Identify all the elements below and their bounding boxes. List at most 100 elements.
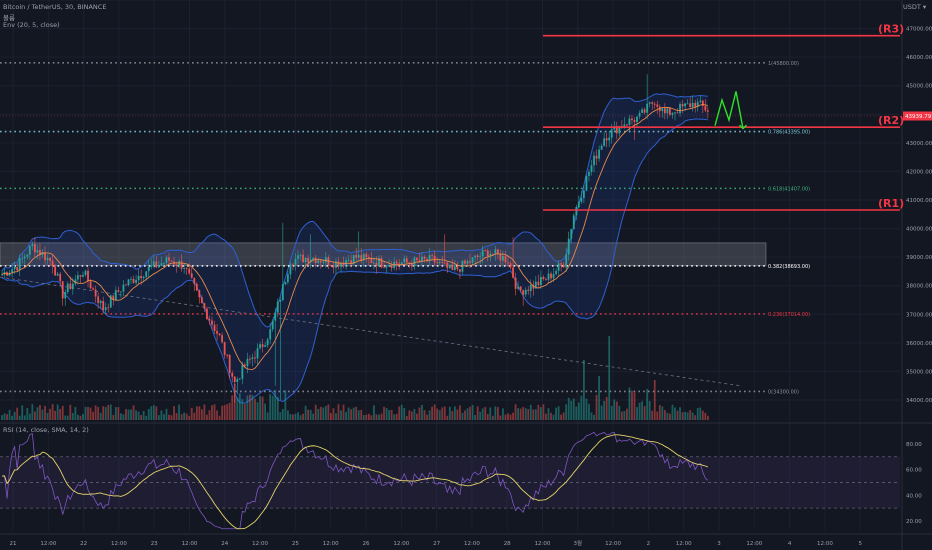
candle[interactable] <box>246 352 249 374</box>
candle[interactable] <box>428 248 431 266</box>
candle[interactable] <box>524 287 527 298</box>
candle[interactable] <box>23 253 26 265</box>
candle[interactable] <box>408 261 411 269</box>
candle[interactable] <box>519 286 522 293</box>
candle[interactable] <box>251 353 254 367</box>
candle[interactable] <box>484 249 487 252</box>
candle[interactable] <box>507 255 509 268</box>
candle[interactable] <box>264 341 267 348</box>
candle[interactable] <box>486 248 489 262</box>
candle[interactable] <box>319 260 322 269</box>
candle[interactable] <box>231 370 234 383</box>
candle[interactable] <box>706 106 709 119</box>
candle[interactable] <box>534 275 537 289</box>
candle[interactable] <box>193 277 196 292</box>
candle[interactable] <box>223 341 226 359</box>
candle[interactable] <box>64 289 67 306</box>
candle[interactable] <box>97 292 100 310</box>
candle[interactable] <box>269 323 272 344</box>
candle[interactable] <box>21 253 24 264</box>
candle[interactable] <box>373 257 375 270</box>
candle[interactable] <box>266 337 269 348</box>
candle[interactable] <box>390 260 393 272</box>
candle[interactable] <box>446 261 449 273</box>
candle[interactable] <box>274 307 277 386</box>
candle[interactable] <box>681 100 684 114</box>
candle[interactable] <box>560 261 563 272</box>
candle[interactable] <box>183 263 186 274</box>
candle[interactable] <box>170 260 173 262</box>
candle[interactable] <box>502 250 504 268</box>
candle[interactable] <box>694 99 697 113</box>
candle[interactable] <box>284 281 287 286</box>
candle[interactable] <box>456 261 459 272</box>
candle[interactable] <box>279 296 282 400</box>
candle[interactable] <box>459 269 461 279</box>
candle[interactable] <box>54 263 57 276</box>
candle[interactable] <box>585 174 588 192</box>
candle[interactable] <box>221 332 224 344</box>
candle[interactable] <box>656 100 659 114</box>
candle[interactable] <box>150 258 153 270</box>
candles[interactable] <box>1 74 709 403</box>
candle[interactable] <box>529 279 532 298</box>
candle[interactable] <box>1 270 3 277</box>
candle[interactable] <box>517 281 520 291</box>
candle[interactable] <box>600 143 603 151</box>
candle[interactable] <box>302 249 304 264</box>
candle[interactable] <box>666 106 669 120</box>
candle[interactable] <box>160 256 163 267</box>
candle[interactable] <box>383 261 385 269</box>
candle[interactable] <box>28 244 31 260</box>
candle[interactable] <box>31 241 34 251</box>
candle[interactable] <box>504 250 507 266</box>
candle[interactable] <box>509 261 512 270</box>
candle[interactable] <box>416 257 418 263</box>
candle[interactable] <box>218 332 221 337</box>
candle[interactable] <box>565 247 568 273</box>
candle[interactable] <box>137 268 140 284</box>
candle[interactable] <box>641 107 643 114</box>
candle[interactable] <box>165 255 168 265</box>
candle[interactable] <box>152 255 155 269</box>
candle[interactable] <box>33 237 36 259</box>
candle[interactable] <box>297 250 299 265</box>
candle[interactable] <box>661 107 664 118</box>
volume-indicator-label[interactable]: 볼륨 <box>3 14 15 22</box>
candle[interactable] <box>59 271 62 287</box>
candle[interactable] <box>281 222 284 302</box>
candle[interactable] <box>370 251 373 264</box>
candle[interactable] <box>340 262 342 273</box>
current-price-box[interactable] <box>903 111 932 121</box>
candle[interactable] <box>537 274 540 289</box>
candle[interactable] <box>157 260 160 269</box>
candle[interactable] <box>631 115 633 125</box>
candle[interactable] <box>352 254 355 266</box>
candle[interactable] <box>658 104 661 118</box>
candle[interactable] <box>46 254 49 266</box>
candle[interactable] <box>636 115 638 128</box>
candle[interactable] <box>112 295 115 306</box>
candle[interactable] <box>555 268 557 276</box>
candle[interactable] <box>476 253 479 261</box>
candle[interactable] <box>575 204 578 220</box>
candle[interactable] <box>651 101 654 110</box>
candle[interactable] <box>109 294 112 309</box>
candle[interactable] <box>648 101 651 108</box>
candle[interactable] <box>271 318 274 332</box>
candle[interactable] <box>211 316 213 330</box>
currency-label[interactable]: USDT ▾ <box>903 3 927 11</box>
candle[interactable] <box>405 255 408 265</box>
candle[interactable] <box>79 274 82 284</box>
candle[interactable] <box>491 253 494 255</box>
candle[interactable] <box>206 306 208 320</box>
candle[interactable] <box>249 355 251 364</box>
candle[interactable] <box>633 117 636 140</box>
candle[interactable] <box>464 259 466 266</box>
candle[interactable] <box>256 343 259 366</box>
candle[interactable] <box>314 254 317 268</box>
candle[interactable] <box>127 278 130 287</box>
candle[interactable] <box>61 280 64 306</box>
candle[interactable] <box>643 107 646 115</box>
